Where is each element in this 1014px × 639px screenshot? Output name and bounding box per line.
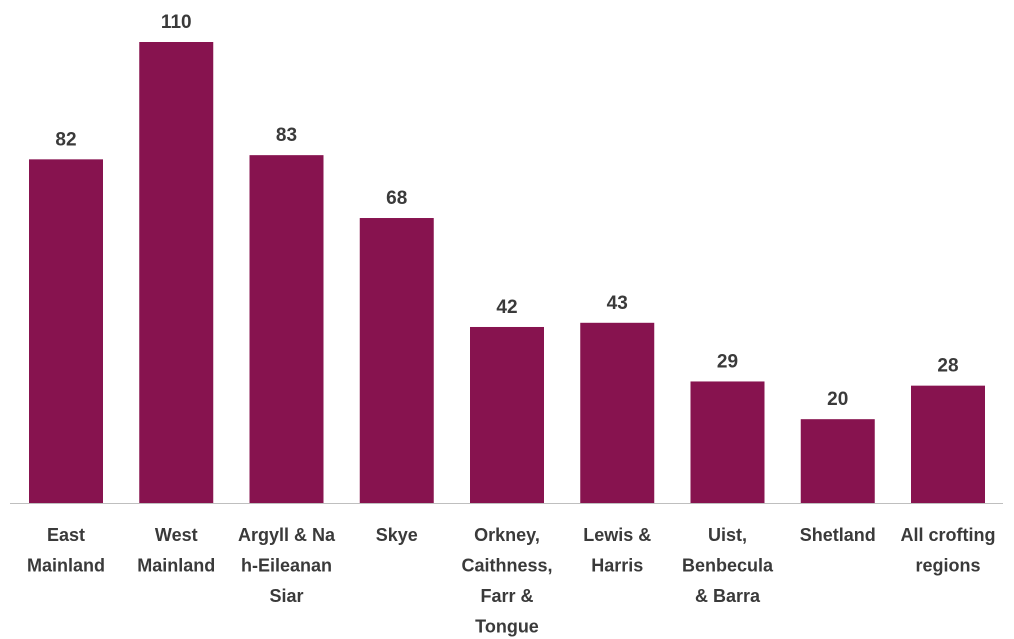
category-label: West Mainland — [137, 525, 215, 576]
category-label-line: Uist, — [708, 525, 747, 545]
value-label: 83 — [276, 125, 297, 146]
bar — [470, 326, 544, 503]
value-label: 29 — [717, 351, 738, 372]
category-label-line: Skye — [376, 525, 418, 545]
category-label: East Mainland — [27, 525, 105, 576]
value-label: 20 — [827, 389, 848, 410]
category-label-line: Harris — [591, 556, 643, 576]
category-label-line: East — [47, 525, 85, 545]
category-label: Lewis & Harris — [583, 525, 651, 576]
category-label-line: Tongue — [475, 617, 539, 637]
value-label: 28 — [937, 356, 958, 377]
value-label: 43 — [607, 293, 628, 314]
bar — [690, 381, 765, 503]
value-label: 68 — [386, 188, 407, 209]
value-label: 82 — [55, 129, 76, 150]
category-label-line: Farr & — [480, 586, 533, 606]
bar — [800, 419, 875, 503]
bar — [29, 159, 103, 503]
category-label: Skye — [376, 525, 418, 545]
category-label-line: Argyll & Na — [238, 525, 336, 545]
value-label: 42 — [496, 297, 517, 318]
category-label-line: Siar — [269, 586, 303, 606]
category-label-line: Benbecula — [682, 556, 774, 576]
bar — [580, 322, 655, 503]
category-label-line: Shetland — [800, 525, 876, 545]
category-label-line: West — [155, 525, 198, 545]
category-label-line: Mainland — [137, 556, 215, 576]
category-label: All crofting regions — [901, 525, 996, 576]
bars-group — [29, 42, 985, 503]
category-label: Orkney, Caithness, Farr & Tongue — [461, 525, 552, 637]
category-label-line: regions — [915, 556, 980, 576]
value-labels-group: 82 110 83 68 42 43 29 20 28 — [55, 12, 958, 410]
category-label-line: Lewis & — [583, 525, 651, 545]
bar — [359, 218, 434, 503]
bar — [139, 42, 214, 503]
category-label-line: h-Eileanan — [241, 556, 332, 576]
category-label-line: & Barra — [695, 586, 761, 606]
category-label-line: Caithness, — [461, 556, 552, 576]
value-label: 110 — [161, 12, 192, 33]
bar — [249, 155, 324, 503]
category-label-line: Mainland — [27, 556, 105, 576]
category-label: Argyll & Na h-Eileanan Siar — [238, 525, 336, 606]
category-label: Uist, Benbecula & Barra — [682, 525, 774, 606]
category-labels-group: East Mainland West Mainland Argyll & Na h-Eil… — [27, 525, 996, 637]
category-label: Shetland — [800, 525, 876, 545]
category-label-line: All crofting — [901, 525, 996, 545]
category-label-line: Orkney, — [474, 525, 540, 545]
bar — [911, 385, 985, 503]
